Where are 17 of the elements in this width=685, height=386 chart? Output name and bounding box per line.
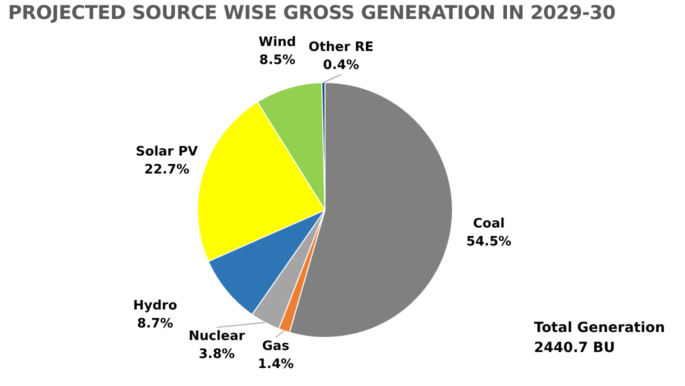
data-label: 8.7% [137, 316, 174, 332]
slice-label: Solar PV [136, 144, 198, 160]
slice-label: Hydro [133, 298, 178, 314]
chart-title: PROJECTED SOURCE WISE GROSS GENERATION IN 2029-30 [8, 2, 616, 24]
data-label: 54.5% [466, 234, 512, 250]
slice-label: Other RE [308, 40, 374, 55]
data-label: 3.8% [198, 346, 235, 362]
slice-label: Wind [258, 34, 296, 50]
data-label: 22.7% [144, 162, 190, 178]
slice-label: Nuclear [188, 328, 246, 344]
text: 2440.7 BU [534, 339, 616, 358]
slice-label: Gas [262, 338, 290, 354]
data-label: 8.5% [259, 52, 296, 68]
data-label: 1.4% [258, 356, 294, 372]
data-label: 0.4% [323, 58, 360, 73]
text: Total Generation [534, 319, 665, 338]
slice-label: Coal [472, 216, 505, 232]
